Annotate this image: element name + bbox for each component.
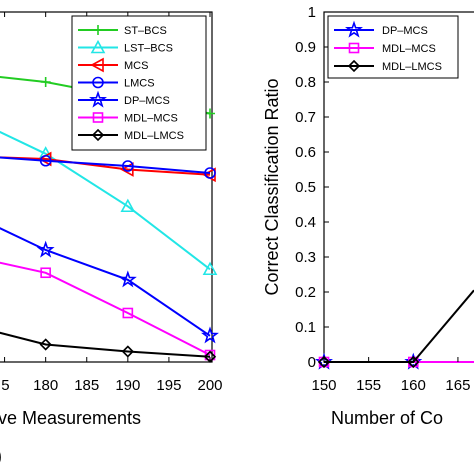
right-legend-marker-dp-mcs [345, 20, 363, 38]
left-legend-label-mcs: MCS [124, 60, 148, 72]
right-point-mdl-lmcs-1 [407, 355, 420, 369]
right-y-tick-label: 0.1 [295, 319, 316, 336]
right-legend: DP–MCS MDL–MCS MDL–LMCS [327, 15, 459, 79]
right-legend-label-dp-mcs: DP–MCS [382, 25, 428, 37]
left-point-mdl-lmcs-1 [39, 338, 52, 351]
left-x-tick-label: 195 [156, 377, 181, 394]
left-legend-label-mdl-lmcs: MDL–LMCS [124, 130, 184, 142]
right-point-mdl-lmcs-0 [317, 355, 331, 369]
right-y-tick-label: 0.2 [295, 284, 316, 301]
left-chart-panel: 5 180 185 190 195 200 ive Measurements ) ST–B… [0, 11, 223, 466]
left-legend-label-lmcs: LMCS [124, 78, 155, 90]
left-point-lmcs-1 [39, 154, 52, 167]
left-point-lmcs-3 [204, 167, 216, 179]
left-legend-marker-lst-bcs [90, 39, 106, 54]
left-legend-label-st-bcs: ST–BCS [124, 25, 167, 37]
left-point-st-bcs-2 [205, 108, 215, 119]
left-series-line-dp-mcs [0, 227, 211, 337]
left-series-line-lst-bcs [0, 130, 211, 271]
left-x-tick-label: 190 [115, 377, 140, 394]
left-x-tick-label: 185 [74, 377, 99, 394]
right-x-tick-label: 155 [356, 377, 381, 394]
left-point-dp-mcs-2 [118, 270, 137, 288]
right-y-tick-label: 0.4 [295, 214, 316, 231]
right-y-tick-label: 0.9 [295, 39, 316, 56]
left-point-dp-mcs-1 [36, 240, 55, 258]
left-panel-label: ) [0, 446, 2, 466]
left-legend-marker-mdl-mcs [92, 112, 104, 123]
left-legend: ST–BCS LST–BCS MCS LMCS DP–MCS MDL–MCS MDL–LMC… [71, 15, 207, 151]
right-x-tick-label: 165 [445, 377, 470, 394]
right-y-tick-label: 0.6 [295, 144, 316, 161]
left-legend-marker-mdl-lmcs [91, 128, 105, 142]
right-y-tick-label: 0.3 [295, 249, 316, 266]
left-legend-marker-st-bcs [93, 25, 103, 35]
left-legend-label-dp-mcs: DP–MCS [124, 95, 170, 107]
right-x-tick-label: 160 [401, 377, 426, 394]
left-legend-marker-lmcs [92, 76, 104, 89]
right-x-tick-label: 150 [311, 377, 336, 394]
left-plot-area [0, 76, 219, 363]
left-series-line-mdl-mcs [0, 261, 211, 356]
left-legend-label-lst-bcs: LST–BCS [124, 43, 173, 55]
left-point-mdl-mcs-1 [40, 267, 51, 279]
right-y-tick-label: 0 [308, 354, 316, 371]
right-chart-panel: 00.10.20.30.40.50.60.70.80.91 150 155 160 1… [262, 4, 474, 428]
left-legend-label-mdl-mcs: MDL–MCS [124, 113, 178, 125]
right-y-axis-ticks: 0 0.1 0.2 0.3 0.4 0.5 0.6 0.7 0.8 0.9 1 [295, 4, 329, 371]
left-series-line-lmcs [0, 156, 211, 174]
right-y-tick-label: 0.7 [295, 109, 316, 126]
right-y-tick-label: 0.5 [295, 179, 316, 196]
left-series-line-mdl-lmcs [0, 331, 211, 358]
right-y-axis-label: Correct Classification Ratio [262, 78, 282, 295]
left-x-tick-label: 200 [197, 377, 222, 394]
left-x-tick-label: 5 [1, 377, 9, 394]
left-point-mdl-lmcs-2 [121, 345, 134, 358]
right-x-axis-label: Number of Co [331, 408, 443, 428]
left-point-lmcs-2 [122, 160, 134, 172]
right-legend-label-mdl-mcs: MDL–MCS [382, 43, 436, 55]
left-point-dp-mcs-3 [201, 326, 219, 344]
left-x-axis-ticks: 5 180 185 190 195 200 [1, 12, 223, 394]
left-legend-marker-mcs [90, 57, 104, 73]
left-x-axis-label: ive Measurements [0, 408, 141, 428]
left-point-lst-bcs-2 [120, 198, 136, 213]
right-legend-marker-mdl-lmcs [347, 59, 361, 73]
left-point-st-bcs-1 [40, 77, 51, 87]
right-y-tick-label: 0.8 [295, 74, 316, 91]
left-point-mdl-mcs-2 [122, 307, 134, 319]
left-point-lst-bcs-3 [202, 261, 218, 276]
right-legend-label-mdl-lmcs: MDL–LMCS [382, 61, 442, 73]
left-x-tick-label: 180 [33, 377, 58, 394]
right-y-tick-label: 1 [308, 4, 316, 21]
right-legend-marker-mdl-mcs [348, 42, 360, 54]
left-legend-marker-dp-mcs [89, 90, 107, 108]
right-x-axis-ticks: 150 155 160 165 [311, 357, 470, 394]
